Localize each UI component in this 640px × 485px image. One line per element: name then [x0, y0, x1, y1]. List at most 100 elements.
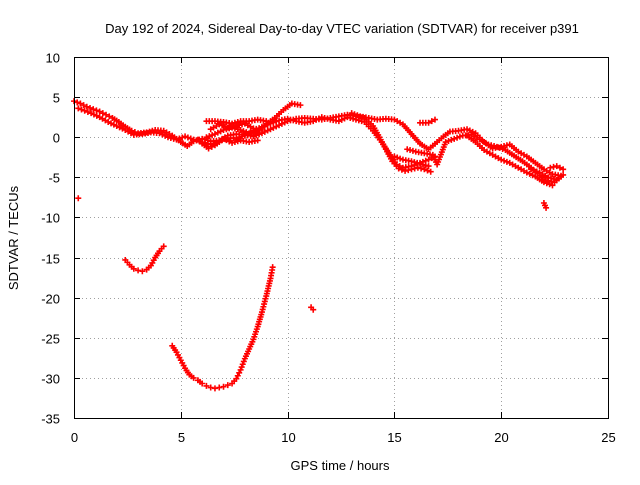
data-point	[139, 268, 146, 275]
series-low-point-2	[308, 304, 317, 313]
data-point	[425, 119, 432, 126]
data-point	[540, 200, 547, 207]
data-point	[417, 160, 424, 167]
data-point	[442, 139, 449, 146]
data-point	[528, 166, 535, 173]
data-point	[428, 118, 435, 125]
data-point	[83, 103, 90, 110]
data-point	[203, 382, 210, 389]
data-point	[84, 108, 91, 115]
data-point	[135, 267, 142, 274]
data-point	[545, 174, 552, 181]
data-point	[269, 264, 276, 271]
data-point	[396, 163, 403, 170]
data-point	[220, 383, 227, 390]
y-axis-label: SDTVAR / TECUs	[6, 185, 21, 290]
data-point	[493, 143, 500, 150]
data-point	[240, 358, 247, 365]
data-point	[208, 143, 215, 150]
data-point	[106, 113, 113, 120]
data-point	[550, 175, 557, 182]
data-point	[237, 366, 244, 373]
series-mid-arcs	[194, 100, 304, 152]
data-point	[93, 107, 100, 114]
data-point	[352, 116, 359, 123]
data-point	[234, 118, 241, 125]
data-point	[80, 102, 87, 109]
data-point	[560, 166, 567, 173]
y-tick-label: -30	[41, 372, 60, 387]
data-point	[234, 126, 241, 133]
series-isolated-point	[75, 195, 82, 202]
y-tick-label: 10	[46, 51, 60, 66]
data-marks	[71, 98, 567, 392]
data-point	[187, 135, 194, 142]
data-point	[236, 134, 243, 141]
data-point	[488, 142, 495, 149]
x-tick-label: 10	[281, 430, 295, 445]
data-point	[287, 116, 294, 123]
data-point	[425, 156, 432, 163]
data-point	[321, 114, 328, 121]
data-point	[431, 116, 438, 123]
data-point	[499, 145, 506, 152]
data-point	[77, 100, 84, 107]
axis-ticks: 0 5 10 15 20 25 10 5 0 -5 -10 -15 -20 -25 -30 -35	[41, 51, 616, 446]
data-point	[409, 147, 416, 154]
data-point	[418, 165, 425, 172]
data-point	[445, 137, 452, 144]
data-point	[233, 122, 240, 129]
data-point	[229, 139, 236, 146]
x-tick-label: 0	[71, 430, 78, 445]
data-point	[556, 164, 563, 171]
data-point	[548, 175, 555, 182]
data-point	[243, 129, 250, 136]
data-point	[448, 136, 455, 143]
y-tick-label: -25	[41, 332, 60, 347]
data-point	[96, 108, 103, 115]
data-point	[393, 161, 400, 168]
y-tick-label: -15	[41, 252, 60, 267]
data-point	[203, 134, 210, 141]
data-point	[231, 139, 238, 146]
data-point	[454, 134, 461, 141]
data-point	[427, 168, 434, 175]
series-low-arc-1	[122, 243, 167, 275]
data-point	[254, 137, 261, 144]
data-point	[75, 105, 82, 112]
data-point	[273, 118, 280, 125]
x-tick-label: 15	[387, 430, 401, 445]
y-tick-label: -35	[41, 412, 60, 427]
data-point	[290, 117, 297, 124]
y-tick-label: -20	[41, 292, 60, 307]
data-point	[284, 115, 291, 122]
data-point	[239, 361, 246, 368]
data-point	[219, 122, 226, 129]
y-tick-label: -10	[41, 211, 60, 226]
data-point	[485, 141, 492, 148]
x-axis-label: GPS time / hours	[291, 458, 390, 473]
data-point	[394, 154, 401, 161]
data-point	[221, 123, 228, 130]
data-point	[310, 306, 317, 313]
data-point	[231, 119, 238, 126]
data-point	[533, 168, 540, 175]
data-point	[199, 380, 206, 387]
data-point	[411, 159, 418, 166]
data-point	[501, 157, 508, 164]
data-point	[99, 110, 106, 117]
data-point	[350, 115, 357, 122]
data-point	[553, 176, 560, 183]
data-point	[530, 167, 537, 174]
data-point	[546, 181, 553, 188]
data-point	[419, 161, 426, 168]
data-point	[324, 115, 331, 122]
data-point	[220, 127, 227, 134]
data-point	[421, 166, 428, 173]
data-point	[422, 162, 429, 169]
x-tick-label: 20	[494, 430, 508, 445]
data-point	[250, 133, 257, 140]
data-point	[205, 145, 212, 152]
data-point	[351, 111, 358, 118]
